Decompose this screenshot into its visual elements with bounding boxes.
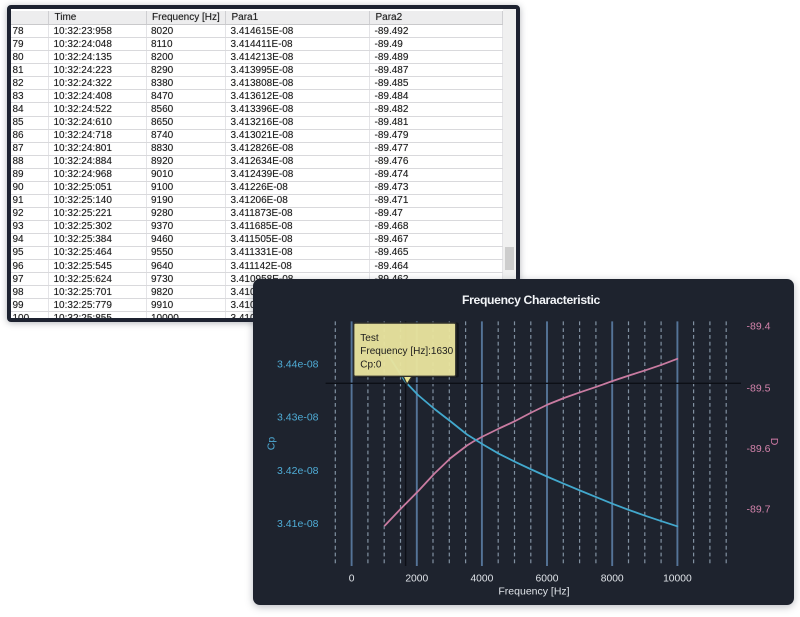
svg-text:2000: 2000 <box>405 574 428 585</box>
svg-text:3.41e-08: 3.41e-08 <box>277 518 319 530</box>
svg-text:-89.4: -89.4 <box>747 321 771 333</box>
svg-text:3.42e-08: 3.42e-08 <box>277 465 319 477</box>
svg-text:Cp:0: Cp:0 <box>360 359 382 370</box>
svg-text:D: D <box>768 438 780 446</box>
svg-text:0: 0 <box>349 574 355 585</box>
svg-text:Frequency Characteristic: Frequency Characteristic <box>462 293 600 307</box>
svg-text:Frequency [Hz]:1630: Frequency [Hz]:1630 <box>360 346 453 357</box>
svg-text:6000: 6000 <box>536 574 559 585</box>
svg-text:3.43e-08: 3.43e-08 <box>277 412 319 424</box>
svg-text:-89.6: -89.6 <box>747 443 771 455</box>
svg-text:-89.5: -89.5 <box>747 383 771 395</box>
svg-text:8000: 8000 <box>601 574 624 585</box>
svg-text:10000: 10000 <box>663 574 692 585</box>
svg-text:Frequency [Hz]: Frequency [Hz] <box>498 586 569 598</box>
svg-text:3.44e-08: 3.44e-08 <box>277 359 319 371</box>
svg-text:4000: 4000 <box>470 574 493 585</box>
svg-text:Test: Test <box>360 333 379 344</box>
svg-text:Cp: Cp <box>266 437 278 451</box>
svg-text:-89.7: -89.7 <box>747 504 771 516</box>
